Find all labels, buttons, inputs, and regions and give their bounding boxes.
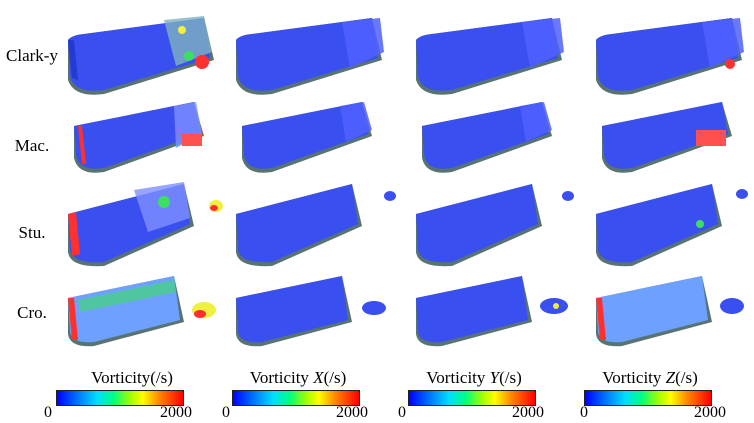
- render-stu-y: [412, 180, 574, 270]
- colorbar-title-var: Z: [665, 368, 676, 387]
- render-stu-x: [232, 180, 396, 270]
- colorbar-min-label: 0: [398, 404, 406, 421]
- colorbar-z: [584, 390, 712, 406]
- colorbar-title-y: Vorticity Y(/s): [404, 368, 544, 388]
- render-stu-z: [592, 180, 752, 270]
- render-mac-z: [592, 92, 752, 182]
- colorbar-total: [56, 390, 184, 406]
- colorbar-title-var: Y: [489, 368, 500, 387]
- colorbar-min-label: 0: [580, 404, 588, 421]
- colorbar-y: [408, 390, 536, 406]
- render-cro-x: [232, 270, 392, 360]
- colorbar-title-suffix: (/s): [323, 368, 347, 387]
- row-label-stu: Stu.: [18, 223, 46, 242]
- render-clark-y-total: [64, 10, 224, 100]
- colorbar-title-suffix: (/s): [499, 368, 522, 387]
- colorbar-max-label: 2000: [512, 404, 544, 421]
- colorbar-title-prefix: Vorticity: [602, 368, 666, 387]
- render-mac-y: [412, 92, 572, 182]
- colorbar-max-label: 2000: [336, 404, 368, 421]
- render-cro-y: [412, 270, 572, 360]
- render-clark-y-z: [592, 10, 752, 100]
- colorbar-x: [232, 390, 360, 406]
- render-stu-total: [64, 180, 224, 270]
- colorbar-title-prefix: Vorticity: [426, 368, 490, 387]
- row-label-cro: Cro.: [17, 303, 47, 322]
- colorbar-title-z: Vorticity Z(/s): [580, 368, 720, 388]
- colorbar-title-x: Vorticity X(/s): [228, 368, 368, 388]
- colorbar-min-label: 0: [222, 404, 230, 421]
- render-clark-y-y: [412, 10, 572, 100]
- colorbar-max-label: 2000: [160, 404, 192, 421]
- colorbar-title-prefix: Vorticity: [91, 368, 151, 387]
- render-mac-total: [64, 92, 224, 182]
- render-cro-total: [64, 270, 224, 360]
- colorbar-title-prefix: Vorticity: [249, 368, 314, 387]
- colorbar-max-label: 2000: [694, 404, 726, 421]
- colorbar-title-var: X: [313, 368, 324, 387]
- render-clark-y-x: [232, 10, 392, 100]
- row-label-mac: Mac.: [14, 136, 50, 155]
- render-mac-x: [232, 92, 392, 182]
- row-label-clark-y: Clark-y: [6, 46, 58, 65]
- colorbar-title-suffix: (/s): [675, 368, 698, 387]
- render-cro-z: [592, 270, 752, 360]
- colorbar-title-suffix: (/s): [150, 368, 173, 387]
- colorbar-min-label: 0: [44, 404, 52, 421]
- colorbar-title-total: Vorticity(/s): [62, 368, 202, 388]
